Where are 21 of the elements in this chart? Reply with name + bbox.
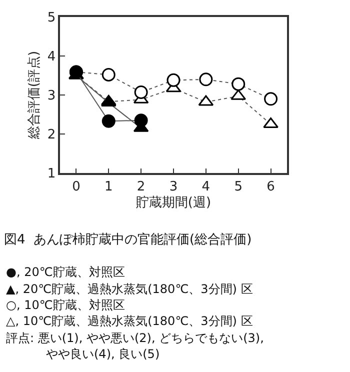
x-tick-label: 6: [266, 179, 275, 194]
x-tick-label: 0: [72, 179, 80, 194]
text: ●, 20℃貯蔵、対照区: [6, 265, 125, 279]
x-tick-label: 5: [234, 179, 242, 194]
text: やや良い(4), 良い(5): [46, 347, 160, 361]
x-axis-title: 貯蔵期間(週): [136, 195, 212, 210]
y-tick-label: 4: [47, 50, 56, 65]
y-axis-title: 総合評価(評点): [26, 50, 42, 140]
text: 図4 あんぽ柿貯蔵中の官能評価(総合評価): [4, 232, 252, 248]
x-tick-label: 3: [169, 179, 178, 194]
x-tick-label: 1: [104, 179, 113, 194]
text: ▲, 20℃貯蔵、過熱水蒸気(180℃、3分間) 区: [6, 282, 253, 296]
text: ○, 10℃貯蔵、対照区: [6, 298, 125, 312]
y-tick-label: 5: [47, 10, 56, 26]
x-tick-label: 4: [202, 179, 210, 194]
y-tick-label: 2: [47, 128, 56, 143]
y-tick-label: 3: [47, 88, 56, 104]
y-tick-label: 1: [47, 166, 56, 182]
text: 評点: 悪い(1), やや悪い(2), どちらでもない(3),: [6, 331, 264, 345]
x-tick-label: 2: [136, 179, 146, 194]
text: △, 10℃貯蔵、過熱水蒸気(180℃、3分間) 区: [6, 314, 253, 328]
